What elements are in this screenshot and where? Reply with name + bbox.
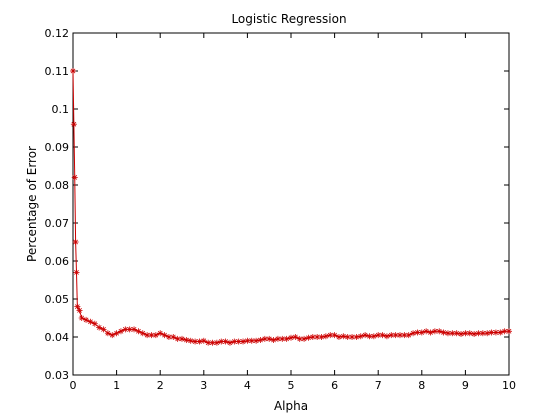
data-point [170,334,177,340]
data-point [431,328,438,335]
data-point [71,174,78,181]
y-tick-label: 0.04 [45,331,70,344]
data-point [70,68,76,74]
data-point [331,332,338,339]
series-group [70,68,512,346]
data-point [165,334,172,340]
data-point [270,337,277,344]
data-point [109,332,116,339]
data-point [113,330,120,337]
data-point [253,337,260,344]
x-tick-label: 9 [462,379,469,392]
data-point [76,307,83,314]
x-tick-label: 8 [418,379,425,392]
data-point [157,330,164,337]
data-point [70,121,77,128]
x-tick-label: 0 [70,379,77,392]
data-point [152,332,159,339]
data-point [392,332,399,339]
y-tick-label: 0.06 [45,255,70,268]
x-tick-label: 7 [375,379,382,392]
data-point [292,334,299,340]
data-point [266,335,273,342]
data-point [449,330,456,337]
data-point [410,330,417,337]
data-point [479,330,486,337]
data-point [283,335,290,342]
x-tick-label: 1 [113,379,120,392]
data-point [231,338,238,345]
chart-title: Logistic Regression [231,12,346,26]
data-point [78,315,85,321]
data-point [196,338,203,345]
data-point [405,332,412,339]
data-point [218,338,225,345]
data-point [161,332,168,339]
data-point [139,330,146,337]
data-point [305,334,312,341]
y-tick-label: 0.12 [45,27,70,40]
data-point [117,328,124,335]
x-tick-label: 3 [200,379,207,392]
data-point [497,329,504,336]
data-point [87,318,94,325]
data-point [340,333,347,340]
y-axis-label: Percentage of Error [25,146,39,262]
data-point [353,334,360,340]
data-point [73,269,80,276]
y-tick-label: 0.1 [52,103,70,116]
data-point [471,330,478,337]
data-point [144,332,151,339]
data-point [74,303,81,310]
data-point [362,332,369,339]
y-tick-label: 0.09 [45,141,70,154]
y-tick-label: 0.11 [45,65,70,78]
y-tick-label: 0.05 [45,293,70,306]
data-point [91,320,98,327]
x-tick-label: 5 [288,379,295,392]
x-axis: 0 1 2 3 4 5 6 7 8 9 10 [70,33,516,392]
data-point [492,329,499,336]
data-point [131,326,138,333]
x-axis-label: Alpha [274,399,308,413]
data-point [288,334,294,341]
data-point [318,334,325,340]
y-tick-label: 0.07 [45,217,70,230]
y-tick-label: 0.03 [45,369,70,382]
data-point [72,239,79,245]
x-tick-label: 2 [157,379,164,392]
data-point [135,328,142,335]
data-point [458,330,465,337]
data-point [96,324,103,331]
data-point [126,326,133,333]
data-point [453,330,460,337]
data-point [440,329,447,336]
data-point [226,339,233,346]
data-point [484,330,491,337]
data-point [83,316,90,323]
x-tick-label: 6 [331,379,338,392]
y-tick-label: 0.08 [45,179,70,192]
data-point [179,335,185,342]
x-tick-label: 10 [502,379,516,392]
data-point [335,334,342,340]
data-point [261,335,268,342]
data-point [466,330,473,337]
data-point [100,326,107,333]
y-axis: 0.03 0.04 0.05 0.06 0.07 0.08 0.09 0.1 0.11 0.12 [45,27,509,382]
data-point [148,332,155,339]
data-point [506,328,512,335]
data-point [174,335,181,342]
data-point [200,337,207,344]
data-point [183,337,190,344]
x-tick-label: 4 [244,379,251,392]
data-point [379,332,386,339]
data-point [187,337,194,344]
data-point [235,338,242,345]
data-point [475,330,482,337]
data-point [104,330,111,337]
data-point [240,338,247,345]
